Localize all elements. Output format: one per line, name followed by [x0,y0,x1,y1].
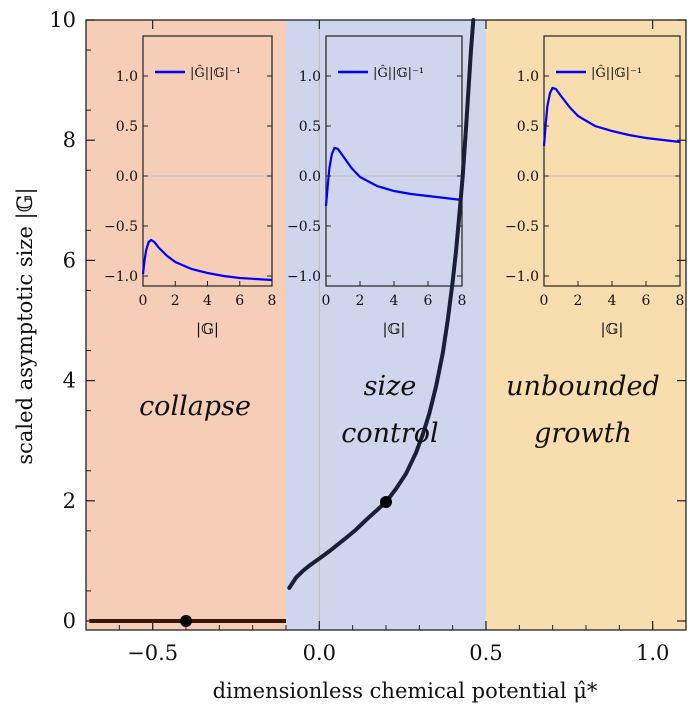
x-tick-label: −0.5 [127,641,178,665]
inset-xtick-label: 6 [424,293,433,309]
y-tick-label: 6 [63,248,76,272]
data-point-marker-1 [180,614,192,627]
inset-ytick-label: 0.0 [116,169,138,185]
x-tick-label: 0.0 [303,641,336,665]
region-collapse [86,20,286,630]
y-axis-title: scaled asymptotic size |𝔾| [13,187,38,464]
inset-ytick-label: 0.5 [517,119,539,135]
inset-xtick-label: 6 [235,293,244,309]
inset-xtick-label: 0 [322,293,331,309]
inset-xlabel: |𝔾| [601,320,624,338]
y-tick-label: 2 [63,489,76,513]
inset-1: −1.0 −0.5 0.0 0.5 1.0 0 2 4 6 8 |𝔾| |Ĝ||𝔾|⁻¹ [104,35,277,338]
region-label-size_control-line-2: control [341,418,438,449]
region-label-size_control-line-1: size [364,371,417,402]
region-label-collapse-line-1: collapse [139,391,251,422]
inset-xtick-label: 6 [642,293,651,309]
inset-xtick-label: 0 [139,293,148,309]
inset-xtick-label: 8 [458,293,467,309]
inset-ytick-label: −1.0 [104,269,138,285]
x-axis-title: dimensionless chemical potential μ̂* [213,679,598,703]
inset-ytick-label: 1.0 [299,69,321,85]
inset-xlabel: |𝔾| [383,320,406,338]
insets: −1.0 −0.5 0.0 0.5 1.0 0 2 4 6 8 |𝔾| |Ĝ||𝔾|⁻¹ −1.0 −0.… [104,35,685,338]
inset-ytick-label: −1.0 [505,269,539,285]
inset-xtick-label: 0 [540,293,549,309]
region-labels: collapse size control unbounded growth [139,371,660,449]
inset-xtick-label: 4 [390,293,399,309]
axis-ticks: 0 2 4 6 8 10 −0.5 0.0 0.5 1.0 [49,8,686,665]
inset-xtick-label: 2 [574,293,583,309]
inset-curve [141,238,273,282]
inset-legend-label: |Ĝ||𝔾|⁻¹ [373,64,424,81]
inset-ytick-label: 1.0 [116,69,138,85]
inset-ytick-label: −0.5 [505,219,539,235]
size-control-curve [287,18,476,590]
inset-ytick-label: 0.0 [299,169,321,185]
inset-3: −1.0 −0.5 0.0 0.5 1.0 0 2 4 6 8 |𝔾| |Ĝ||𝔾|⁻¹ [505,35,685,338]
y-tick-label: 8 [63,128,76,152]
data-point-marker-2 [380,495,392,508]
inset-xtick-label: 4 [203,293,212,309]
x-tick-label: 0.5 [469,641,502,665]
inset-ytick-label: −0.5 [104,219,138,235]
inset-ytick-label: −1.0 [287,269,321,285]
inset-xtick-label: 8 [676,293,685,309]
inset-xtick-label: 8 [268,293,277,309]
inset-xtick-label: 4 [608,293,617,309]
y-tick-label: 0 [63,609,76,633]
inset-legend-label: |Ĝ||𝔾|⁻¹ [190,64,241,81]
inset-ytick-label: 0.5 [116,119,138,135]
inset-xtick-label: 2 [171,293,180,309]
inset-curve [542,86,681,147]
y-tick-label: 4 [63,369,76,393]
inset-legend-label: |Ĝ||𝔾|⁻¹ [591,64,642,81]
inset-ytick-label: 1.0 [517,69,539,85]
region-label-unbounded-line-2: growth [534,418,632,449]
inset-ytick-label: 0.0 [517,169,539,185]
x-tick-label: 1.0 [636,641,669,665]
data-series [89,18,476,627]
region-label-unbounded-line-1: unbounded [506,371,660,402]
inset-ytick-label: 0.5 [299,119,321,135]
region-unbounded [486,20,686,630]
inset-curve [324,146,463,207]
y-tick-label: 10 [49,8,76,32]
inset-2: −1.0 −0.5 0.0 0.5 1.0 0 2 4 6 8 |𝔾| |Ĝ||𝔾|⁻¹ [287,35,467,338]
inset-xtick-label: 2 [356,293,365,309]
inset-xlabel: |𝔾| [196,320,219,338]
inset-ytick-label: −0.5 [287,219,321,235]
